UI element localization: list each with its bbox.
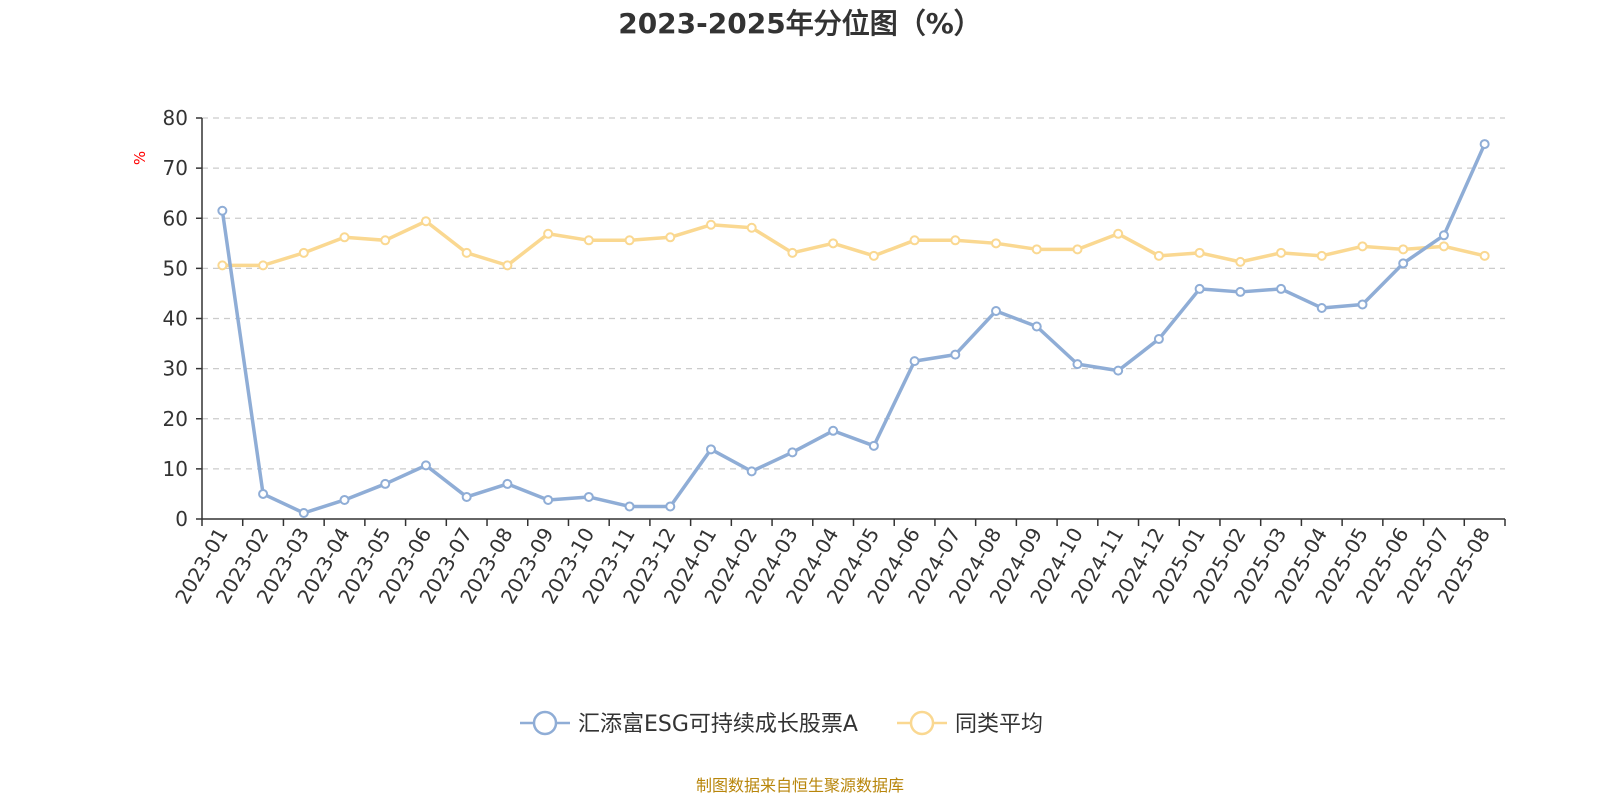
data-point[interactable]: [787, 247, 798, 258]
legend-item-0[interactable]: 汇添富ESG可持续成长股票A: [520, 710, 858, 737]
chart-title: 2023-2025年分位图（%）: [618, 7, 982, 40]
data-point[interactable]: [1357, 299, 1368, 310]
data-point[interactable]: [298, 247, 309, 258]
data-point[interactable]: [705, 219, 716, 230]
y-tick-label: 60: [163, 206, 188, 230]
data-point[interactable]: [420, 460, 431, 471]
data-point[interactable]: [1316, 250, 1327, 261]
data-point[interactable]: [1479, 139, 1490, 150]
y-tick-label: 50: [163, 256, 188, 280]
data-point[interactable]: [461, 491, 472, 502]
data-point[interactable]: [991, 305, 1002, 316]
data-point[interactable]: [1031, 244, 1042, 255]
data-point[interactable]: [502, 478, 513, 489]
legend-label: 汇添富ESG可持续成长股票A: [578, 712, 858, 737]
gridlines: [202, 117, 1505, 470]
y-axis-unit-label: %: [131, 151, 149, 165]
data-point[interactable]: [1235, 286, 1246, 297]
series-lines: [217, 139, 1490, 518]
data-point[interactable]: [502, 260, 513, 271]
y-tick-label: 10: [163, 457, 188, 481]
data-point[interactable]: [380, 235, 391, 246]
data-point[interactable]: [828, 238, 839, 249]
y-tick-label: 40: [163, 307, 188, 331]
data-point[interactable]: [868, 250, 879, 261]
series-1: [217, 216, 1490, 271]
data-point[interactable]: [624, 501, 635, 512]
data-point[interactable]: [339, 494, 350, 505]
data-source-note: 制图数据来自恒生聚源数据库: [696, 776, 904, 795]
data-point[interactable]: [1072, 244, 1083, 255]
data-point[interactable]: [1398, 258, 1409, 269]
data-point[interactable]: [787, 447, 798, 458]
data-point[interactable]: [624, 235, 635, 246]
data-point[interactable]: [583, 235, 594, 246]
data-point[interactable]: [298, 507, 309, 518]
data-point[interactable]: [1316, 302, 1327, 313]
data-point[interactable]: [909, 235, 920, 246]
data-point[interactable]: [420, 216, 431, 227]
data-point[interactable]: [1072, 359, 1083, 370]
y-tick-label: 0: [175, 507, 188, 531]
data-point[interactable]: [909, 356, 920, 367]
data-point[interactable]: [950, 349, 961, 360]
data-point[interactable]: [1438, 230, 1449, 241]
data-point[interactable]: [461, 247, 472, 258]
data-point[interactable]: [543, 228, 554, 239]
series-line: [220, 143, 1487, 515]
y-tick-label: 20: [163, 407, 188, 431]
data-point[interactable]: [1194, 247, 1205, 258]
data-point[interactable]: [746, 466, 757, 477]
data-point[interactable]: [583, 491, 594, 502]
y-tick-label: 30: [163, 357, 188, 381]
data-point[interactable]: [950, 235, 961, 246]
data-point[interactable]: [1479, 250, 1490, 261]
data-point[interactable]: [380, 478, 391, 489]
data-point[interactable]: [543, 494, 554, 505]
data-point[interactable]: [217, 205, 228, 216]
legend[interactable]: 汇添富ESG可持续成长股票A 同类平均: [520, 710, 1043, 737]
data-point[interactable]: [1235, 256, 1246, 267]
y-tick-label: 70: [163, 156, 188, 180]
data-point[interactable]: [1398, 244, 1409, 255]
data-point[interactable]: [339, 232, 350, 243]
data-point[interactable]: [868, 440, 879, 451]
axes: 010203040506070802023-012023-022023-0320…: [163, 106, 1506, 608]
data-point[interactable]: [746, 222, 757, 233]
data-point[interactable]: [1153, 250, 1164, 261]
data-point[interactable]: [258, 260, 269, 271]
data-point[interactable]: [1113, 228, 1124, 239]
data-point[interactable]: [1194, 283, 1205, 294]
data-point[interactable]: [1276, 247, 1287, 258]
y-tick-label: 80: [163, 106, 188, 130]
data-point[interactable]: [1438, 241, 1449, 252]
legend-item-1[interactable]: 同类平均: [897, 710, 1043, 737]
data-point[interactable]: [1031, 321, 1042, 332]
data-point[interactable]: [1357, 241, 1368, 252]
data-point[interactable]: [991, 238, 1002, 249]
series-0: [217, 139, 1490, 518]
data-point[interactable]: [1113, 365, 1124, 376]
data-point[interactable]: [828, 425, 839, 436]
data-point[interactable]: [1276, 283, 1287, 294]
data-point[interactable]: [665, 232, 676, 243]
data-point[interactable]: [1153, 334, 1164, 345]
legend-label: 同类平均: [955, 712, 1043, 737]
data-point[interactable]: [665, 501, 676, 512]
data-point[interactable]: [705, 444, 716, 455]
data-point[interactable]: [217, 260, 228, 271]
legend-swatch-marker: [532, 710, 558, 736]
legend-swatch-marker: [909, 710, 935, 736]
data-point[interactable]: [258, 488, 269, 499]
series-line: [222, 219, 1486, 268]
